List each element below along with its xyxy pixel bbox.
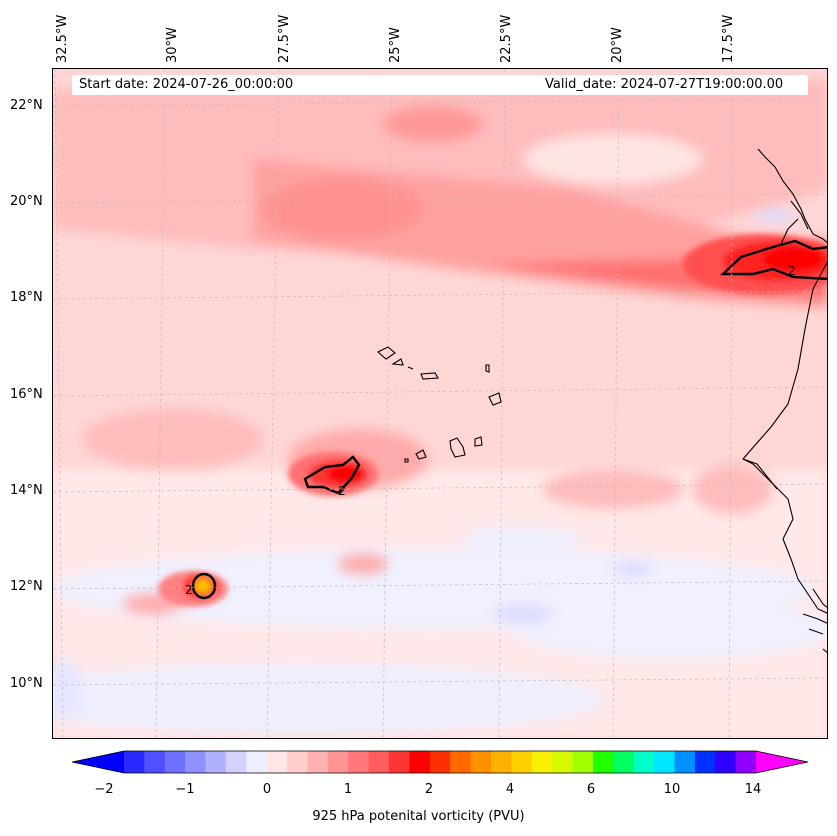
colorbar-segment xyxy=(490,751,512,773)
pv-field-map: 2 2 2 xyxy=(53,69,827,738)
colorbar-segment xyxy=(348,751,370,773)
colorbar-extend-low xyxy=(72,751,124,773)
pv-contour-2-northeast xyxy=(719,239,827,281)
lon-label-17-5w: 17.5°W xyxy=(721,14,736,63)
colorbar-segment xyxy=(144,751,166,773)
lat-label-16n: 16°N xyxy=(10,387,43,402)
colorbar-segment xyxy=(246,751,268,773)
colorbar-segment xyxy=(694,751,716,773)
colorbar-segment xyxy=(327,751,349,773)
cbar-tick-1: 1 xyxy=(343,782,353,797)
cbar-tick-14: 14 xyxy=(744,782,762,797)
islands xyxy=(377,346,502,463)
colorbar-segment xyxy=(715,751,737,773)
start-date-label: Start date: 2024-07-26_00:00:00 xyxy=(79,77,294,92)
colorbar-segment xyxy=(266,751,288,773)
colorbar-segment xyxy=(205,751,227,773)
lon-label-25w: 25°W xyxy=(388,27,403,63)
cbar-tick-4: 4 xyxy=(505,782,515,797)
colorbar-segment xyxy=(225,751,247,773)
lat-label-22n: 22°N xyxy=(10,98,43,113)
graticule xyxy=(53,69,827,738)
colorbar-segment xyxy=(287,751,308,773)
colorbar-segment xyxy=(735,751,757,773)
contour-label-northeast: 2 xyxy=(788,264,796,278)
colorbar-segment xyxy=(633,751,655,773)
colorbar-segment xyxy=(572,751,594,773)
colorbar-segment xyxy=(552,751,574,773)
cbar-tick-neg2: −2 xyxy=(94,782,114,797)
northeast-pv-max xyxy=(683,234,827,294)
lat-label-20n: 20°N xyxy=(10,194,43,209)
cbar-tick-neg1: −1 xyxy=(175,782,195,797)
contour-label-southwest: 2 xyxy=(185,583,193,597)
cbar-tick-10: 10 xyxy=(663,782,681,797)
cbar-tick-2: 2 xyxy=(424,782,434,797)
colorbar-segment xyxy=(185,751,207,773)
colorbar-segment xyxy=(429,751,451,773)
cbar-tick-0: 0 xyxy=(262,782,272,797)
colorbar xyxy=(72,750,808,774)
colorbar-segment xyxy=(389,751,410,773)
valid-date-label: Valid_date: 2024-07-27T19:00:00.00 xyxy=(545,77,784,92)
pv-contour-2-southwest xyxy=(191,572,217,600)
coastline xyxy=(742,148,827,654)
colorbar-segment xyxy=(674,751,696,773)
lat-label-14n: 14°N xyxy=(10,483,43,498)
lon-label-27-5w: 27.5°W xyxy=(277,14,292,63)
colorbar-segment xyxy=(470,751,492,773)
colorbar-segment xyxy=(124,751,145,773)
colorbar-segment xyxy=(307,751,329,773)
colorbar-segment xyxy=(592,751,614,773)
cbar-tick-6: 6 xyxy=(586,782,596,797)
map-panel: 2 2 2 xyxy=(52,68,828,739)
lon-label-20w: 20°W xyxy=(610,27,625,63)
lon-label-30w: 30°W xyxy=(165,27,180,63)
contour-label-central: 2 xyxy=(338,484,346,498)
colorbar-segment xyxy=(511,751,533,773)
header-band xyxy=(72,75,808,95)
colorbar-segment xyxy=(613,751,635,773)
lon-label-22-5w: 22.5°W xyxy=(499,14,514,63)
colorbar-segment xyxy=(654,751,675,773)
lat-label-12n: 12°N xyxy=(10,579,43,594)
pv-contour-2-central xyxy=(303,455,361,495)
lat-label-18n: 18°N xyxy=(10,290,43,305)
colorbar-outline xyxy=(72,750,808,774)
colorbar-extend-high xyxy=(756,751,808,773)
colorbar-segment xyxy=(409,751,431,773)
lat-label-10n: 10°N xyxy=(10,676,43,691)
low-pv-regions xyxy=(53,206,827,738)
colorbar-segment xyxy=(531,751,553,773)
colorbar-segment xyxy=(450,751,472,773)
colorbar-segment xyxy=(164,751,186,773)
colorbar-title: 925 hPa potenital vorticity (PVU) xyxy=(312,809,525,824)
lon-label-32-5w: 32.5°W xyxy=(55,14,70,63)
colorbar-segment xyxy=(368,751,390,773)
